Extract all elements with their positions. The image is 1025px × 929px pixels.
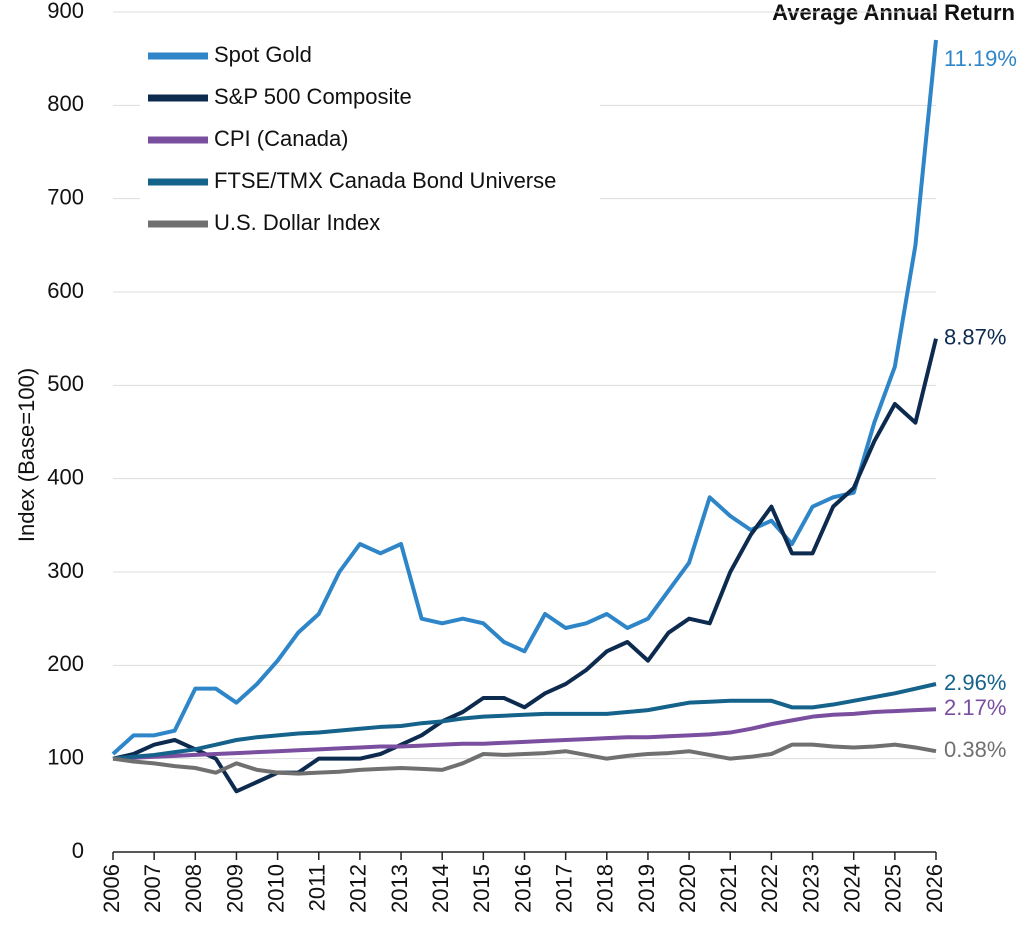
x-tick-label: 2011 [305, 864, 330, 911]
y-tick-label: 700 [47, 184, 84, 209]
x-tick-label: 2023 [798, 864, 823, 913]
y-tick-label: 600 [47, 278, 84, 303]
legend-label: U.S. Dollar Index [214, 210, 380, 235]
series-line [112, 707, 937, 761]
x-tick-label: 2017 [551, 864, 576, 913]
series-line [112, 682, 937, 761]
x-tick-label: 2013 [387, 864, 412, 913]
series-line [112, 338, 938, 794]
x-tick-label: 2007 [140, 864, 165, 913]
x-tick-label: 2008 [181, 864, 206, 913]
y-tick-label: 400 [47, 464, 84, 489]
x-tick-label: 2026 [922, 864, 947, 913]
legend-label: CPI (Canada) [214, 126, 349, 151]
return-label: 0.38% [944, 737, 1006, 762]
y-axis-label: Index (Base=100) [14, 368, 39, 542]
x-tick-label: 2010 [263, 864, 288, 913]
series-line [111, 39, 938, 756]
x-tick-label: 2020 [675, 864, 700, 913]
x-tick-label: 2019 [634, 864, 659, 913]
x-tick-label: 2014 [428, 864, 453, 913]
x-tick-label: 2024 [840, 864, 865, 913]
y-tick-label: 900 [47, 0, 84, 23]
y-tick-label: 500 [47, 371, 84, 396]
x-tick-label: 2022 [757, 864, 782, 913]
return-label: 2.17% [944, 695, 1006, 720]
x-tick-label: 2025 [881, 864, 906, 913]
legend-label: S&P 500 Composite [214, 84, 412, 109]
legend-label: Spot Gold [214, 42, 312, 67]
series-line [112, 742, 937, 776]
y-tick-label: 300 [47, 558, 84, 583]
x-tick-label: 2012 [346, 864, 371, 913]
x-tick-label: 2018 [593, 864, 618, 913]
x-tick-label: 2016 [510, 864, 535, 913]
x-tick-label: 2021 [716, 864, 741, 913]
y-tick-label: 800 [47, 91, 84, 116]
y-tick-label: 100 [47, 744, 84, 769]
x-tick-label: 2009 [222, 864, 247, 913]
legend-label: FTSE/TMX Canada Bond Universe [214, 168, 556, 193]
return-label: 2.96% [944, 670, 1006, 695]
y-tick-label: 200 [47, 651, 84, 676]
x-tick-label: 2015 [469, 864, 494, 913]
y-tick-label: 0 [72, 838, 84, 863]
return-label: 11.19% [944, 46, 1017, 71]
legend-box [140, 36, 600, 246]
return-label: 8.87% [944, 324, 1006, 349]
x-tick-label: 2006 [99, 864, 124, 913]
